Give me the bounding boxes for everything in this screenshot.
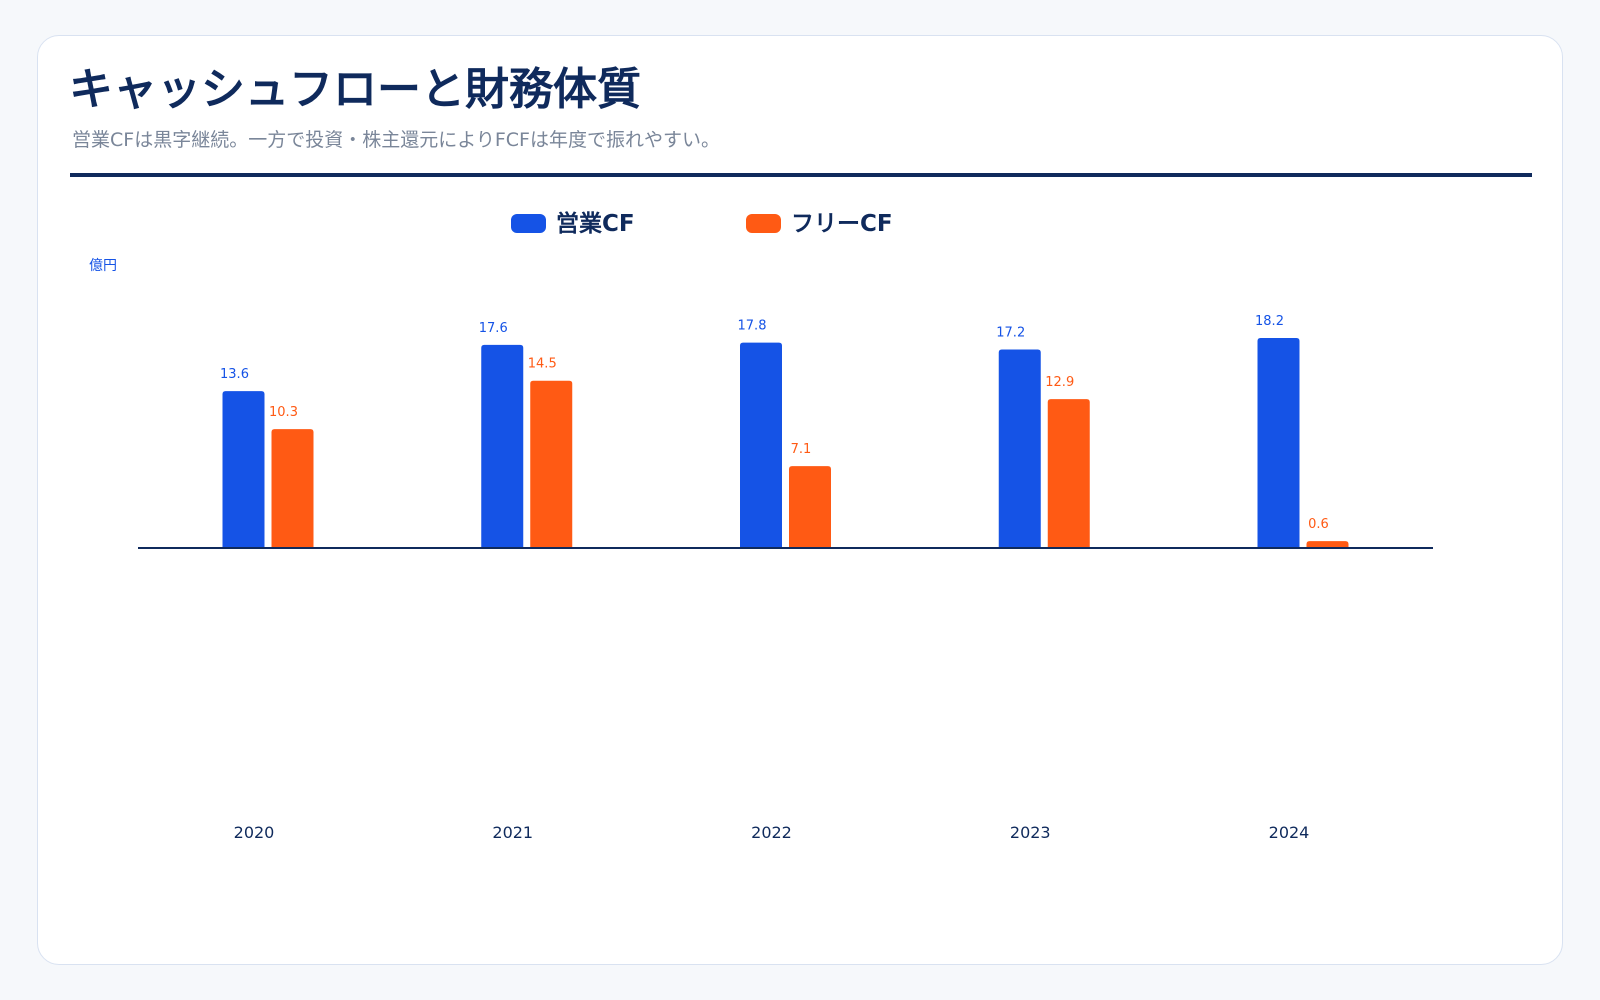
value-label-operating-cf-2023: 17.2 — [996, 326, 1025, 341]
page-title: キャッシュフローと財務体質 — [69, 64, 641, 115]
value-label-operating-cf-2022: 17.8 — [738, 319, 767, 334]
value-label-group: 13.6 10.3 17.6 14.5 17.8 7.1 17.2 12.9 18.2 0.6 — [220, 314, 1329, 532]
x-tick-label-2021: 2021 — [492, 823, 533, 842]
x-tick-group: 2020 2021 2022 2023 2024 — [234, 823, 1310, 842]
chart-card: キャッシュフローと財務体質 営業CFは黒字継続。一方で投資・株主還元によりFCF… — [37, 35, 1563, 965]
cashflow-bar-chart: 営業CF フリーCF 億円 13.6 10.3 17.6 14.5 17.8 7.1 17.2… — [89, 210, 1433, 842]
value-label-free-cf-2022: 7.1 — [791, 442, 812, 457]
legend-label-2: フリーCF — [791, 211, 893, 237]
bar-operating-cf-2023 — [998, 349, 1041, 548]
value-label-operating-cf-2021: 17.6 — [479, 321, 508, 336]
value-label-free-cf-2020: 10.3 — [269, 405, 298, 420]
y-axis-unit-label: 億円 — [89, 258, 117, 274]
bar-free-cf-2022 — [789, 466, 831, 548]
x-tick-label-2022: 2022 — [751, 823, 792, 842]
bar-operating-cf-2021 — [481, 344, 524, 548]
bar-free-cf-2020 — [271, 429, 314, 548]
bar-operating-cf-2020 — [222, 391, 265, 548]
bar-free-cf-2021 — [530, 380, 573, 548]
bar-free-cf-2023 — [1047, 399, 1090, 548]
legend-swatch-1 — [511, 214, 546, 233]
value-label-free-cf-2024: 0.6 — [1308, 517, 1329, 532]
legend-swatch-2 — [746, 214, 781, 233]
page-subtitle: 営業CFは黒字継続。一方で投資・株主還元によりFCFは年度で振れやすい。 — [72, 129, 720, 151]
x-tick-label-2023: 2023 — [1010, 823, 1051, 842]
value-label-free-cf-2023: 12.9 — [1045, 375, 1074, 390]
bar-group — [222, 338, 1349, 548]
chart-legend: 営業CF フリーCF — [511, 210, 893, 237]
value-label-free-cf-2021: 14.5 — [528, 357, 557, 372]
value-label-operating-cf-2020: 13.6 — [220, 367, 249, 382]
x-tick-label-2020: 2020 — [234, 823, 275, 842]
value-label-operating-cf-2024: 18.2 — [1255, 314, 1284, 329]
x-tick-label-2024: 2024 — [1269, 823, 1310, 842]
bar-free-cf-2024 — [1306, 541, 1349, 548]
bar-operating-cf-2022 — [740, 342, 782, 548]
legend-label-1: 営業CF — [556, 210, 635, 237]
bar-operating-cf-2024 — [1257, 338, 1300, 548]
title-divider — [70, 173, 1532, 177]
